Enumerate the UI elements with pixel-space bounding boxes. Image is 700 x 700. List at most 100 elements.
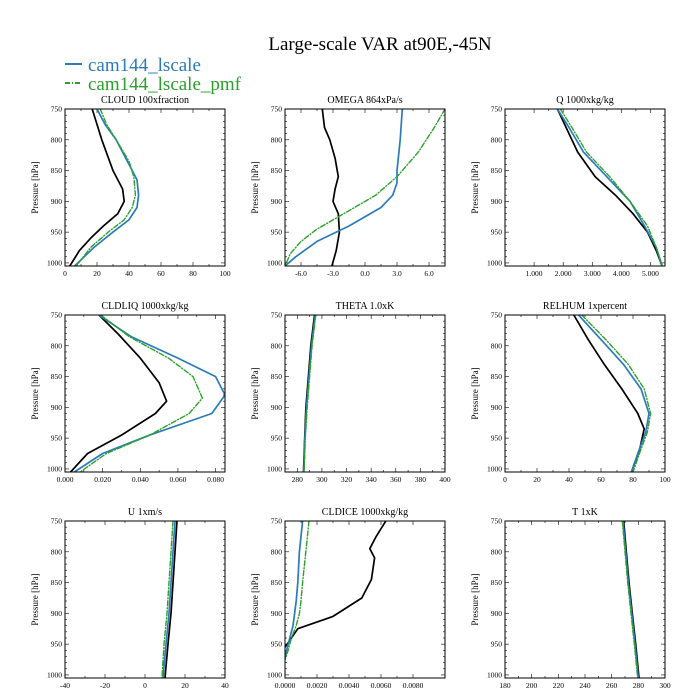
y-tick-label: 800 (271, 341, 283, 350)
x-tick-label: -6.0 (295, 269, 307, 278)
y-tick-label: 850 (271, 578, 283, 587)
x-tick-label: 1.000 (526, 269, 543, 278)
y-tick-label: 1000 (267, 259, 282, 268)
y-axis-label: Pressure [hPa] (470, 573, 480, 625)
series-line-control (572, 315, 646, 472)
series-line-pmf (285, 521, 310, 661)
y-tick-label: 750 (51, 311, 63, 320)
x-tick-label: 60 (157, 269, 165, 278)
y-tick-label: 750 (51, 517, 63, 526)
x-tick-label: 100 (659, 475, 671, 484)
x-tick-label: 5.000 (642, 269, 659, 278)
panel-title: CLOUD 100xfraction (101, 95, 189, 106)
panel-2: OMEGA 864xPa/s Pressure [hPa] 750 800 850 900… (250, 95, 446, 278)
series-line-lscale (73, 109, 140, 266)
panel-title: T 1xK (572, 507, 598, 518)
x-tick-label: 0.060 (170, 475, 187, 484)
panel-title: CLDICE 1000xkg/kg (322, 507, 408, 518)
y-tick-label: 900 (271, 609, 283, 618)
x-tick-label: 0 (143, 681, 147, 690)
x-tick-label: -40 (60, 681, 70, 690)
series-line-lscale (285, 109, 404, 266)
series-line-pmf (621, 521, 639, 678)
panel-3: Q 1000xkg/kg Pressure [hPa] 750 800 850 900 95… (470, 95, 666, 278)
x-tick-label: 320 (341, 475, 353, 484)
plot-frame (284, 314, 446, 473)
x-tick-label: 40 (125, 269, 133, 278)
y-tick-label: 900 (491, 197, 503, 206)
x-tick-label: 200 (526, 681, 538, 690)
panel-9: T 1xK Pressure [hPa] 750 800 850 900 950 100018… (470, 507, 671, 690)
y-tick-label: 1000 (267, 465, 282, 474)
legend-label-pmf: cam144_lscale_pmf (88, 74, 242, 95)
y-tick-label: 850 (491, 372, 503, 381)
x-tick-label: 3.000 (584, 269, 601, 278)
y-tick-label: 950 (51, 228, 63, 237)
series-line-control (164, 521, 178, 678)
y-tick-label: 850 (271, 166, 283, 175)
series-line-lscale (556, 109, 663, 266)
series-line-control (285, 521, 387, 649)
x-tick-label: 0 (63, 269, 67, 278)
y-tick-label: 1000 (267, 671, 282, 680)
y-tick-label: 800 (271, 135, 283, 144)
y-tick-label: 1000 (47, 259, 62, 268)
y-tick-label: 800 (271, 547, 283, 556)
panel-title: U 1xm/s (128, 507, 162, 518)
x-tick-label: 0.0080 (403, 681, 424, 690)
y-tick-label: 900 (491, 403, 503, 412)
y-tick-label: 1000 (487, 671, 502, 680)
x-tick-label: 80 (189, 269, 197, 278)
series-line-pmf (75, 109, 137, 266)
x-tick-label: 0.0000 (275, 681, 296, 690)
legend: cam144_lscale cam144_lscale_pmf (65, 55, 242, 95)
x-tick-label: 0.0 (360, 269, 370, 278)
y-tick-label: 950 (491, 434, 503, 443)
y-axis-label: Pressure [hPa] (30, 573, 40, 625)
y-axis-label: Pressure [hPa] (250, 367, 260, 419)
y-tick-label: 850 (271, 372, 283, 381)
x-tick-label: 0.0040 (339, 681, 360, 690)
panel-title: CLDLIQ 1000xkg/kg (102, 301, 189, 312)
x-tick-label: -20 (100, 681, 110, 690)
y-axis-label: Pressure [hPa] (30, 367, 40, 419)
panel-7: U 1xm/s Pressure [hPa] 750 800 850 900 950 1000… (30, 507, 229, 690)
series-line-lscale (577, 315, 650, 472)
plot-frame (64, 108, 226, 267)
series-line-control (556, 109, 663, 266)
x-tick-label: 40 (221, 681, 229, 690)
y-axis-label: Pressure [hPa] (470, 367, 480, 419)
series-group (556, 109, 663, 266)
y-tick-label: 750 (271, 311, 283, 320)
y-tick-label: 750 (271, 517, 283, 526)
x-tick-label: 20 (181, 681, 189, 690)
plot-frame (64, 314, 226, 473)
x-tick-label: 0.020 (94, 475, 111, 484)
y-tick-label: 950 (491, 228, 503, 237)
y-tick-label: 800 (51, 135, 63, 144)
y-tick-label: 900 (51, 609, 63, 618)
y-tick-label: 850 (51, 372, 63, 381)
y-tick-label: 750 (491, 311, 503, 320)
x-tick-label: 0.000 (57, 475, 74, 484)
x-tick-label: 280 (292, 475, 304, 484)
x-tick-label: 280 (633, 681, 645, 690)
y-tick-label: 1000 (47, 671, 62, 680)
figure-title: Large-scale VAR at90E,-45N (268, 34, 491, 55)
series-group (302, 315, 317, 472)
y-tick-label: 950 (271, 434, 283, 443)
y-tick-label: 750 (491, 517, 503, 526)
y-tick-label: 950 (51, 434, 63, 443)
series-group (68, 109, 140, 266)
x-tick-label: 20 (533, 475, 541, 484)
y-tick-label: 750 (271, 105, 283, 114)
x-tick-label: 100 (219, 269, 231, 278)
series-line-pmf (285, 109, 445, 266)
y-axis-label: Pressure [hPa] (250, 161, 260, 213)
x-tick-label: 3.0 (392, 269, 402, 278)
series-group (572, 315, 652, 472)
plot-frame (504, 520, 666, 679)
x-tick-label: 0.080 (207, 475, 224, 484)
x-tick-label: 260 (606, 681, 618, 690)
